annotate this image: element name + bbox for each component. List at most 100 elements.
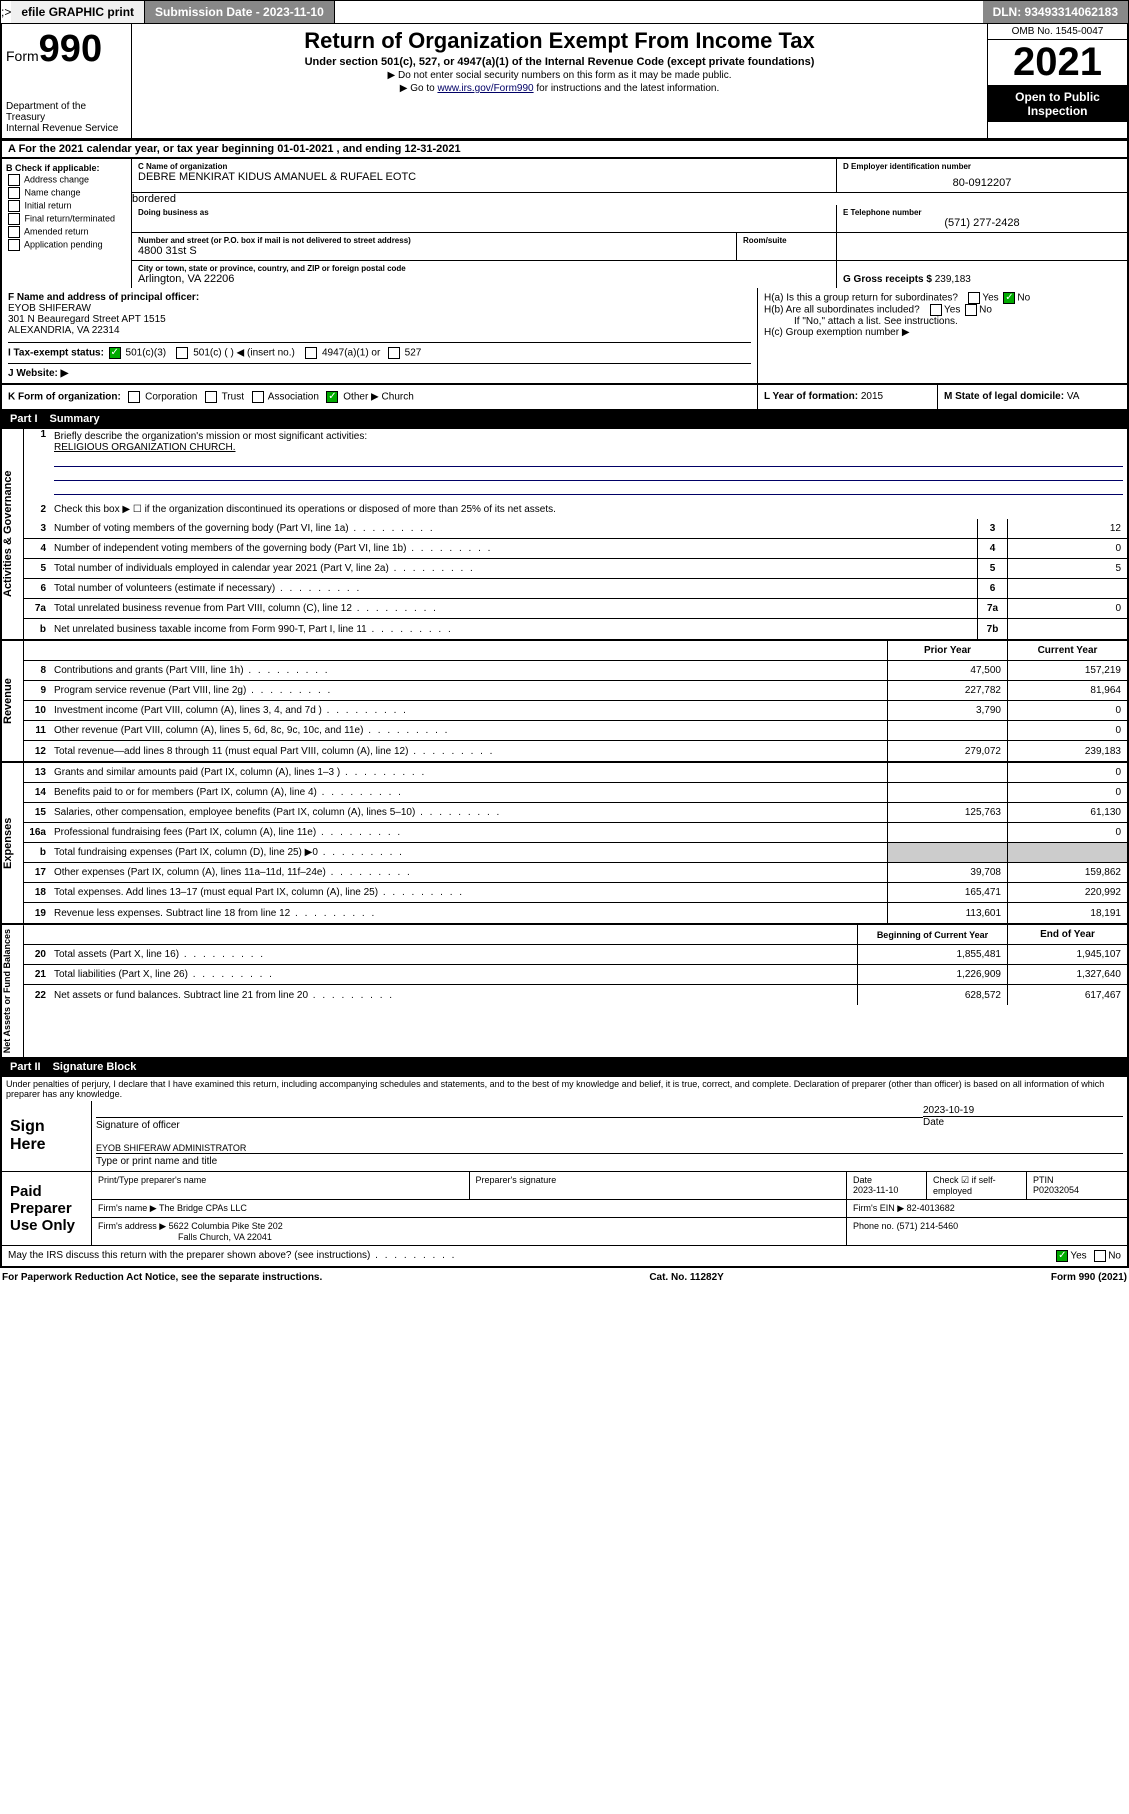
paid-preparer-label: Paid Preparer Use Only [2, 1172, 92, 1245]
street-value: 4800 31st S [138, 245, 730, 257]
rev-body: Revenue Prior Year Current Year 8 Contri… [0, 641, 1129, 763]
summary-row: 22 Net assets or fund balances. Subtract… [24, 985, 1127, 1005]
mission-text: RELIGIOUS ORGANIZATION CHURCH. [54, 442, 236, 453]
col-f-i-j: F Name and address of principal officer:… [2, 288, 757, 383]
officer-addr2: ALEXANDRIA, VA 22314 [8, 325, 751, 336]
ln-val-prior [887, 783, 1007, 802]
firm-addr-label: Firm's address ▶ [98, 1221, 166, 1231]
ln-num: 20 [24, 949, 50, 960]
ln-text: Total expenses. Add lines 13–17 (must eq… [50, 885, 887, 900]
m-domicile: M State of legal domicile: VA [937, 385, 1127, 409]
ha-no[interactable] [1003, 292, 1015, 304]
ln-val-current: 0 [1007, 701, 1127, 720]
ln-box: 7b [977, 619, 1007, 639]
header-center: Return of Organization Exempt From Incom… [132, 24, 987, 138]
chk-name-change[interactable]: Name change [6, 187, 127, 199]
form-label: Form [6, 48, 39, 64]
ln-text: Total number of volunteers (estimate if … [50, 581, 977, 596]
summary-row: 20 Total assets (Part X, line 16) 1,855,… [24, 945, 1127, 965]
ln-num: 8 [24, 665, 50, 676]
part2-header: Part II Signature Block [0, 1059, 1129, 1077]
ln-num: 6 [24, 583, 50, 594]
ptin-cell: PTINP02032054 [1027, 1172, 1127, 1199]
form-subtitle: Under section 501(c), 527, or 4947(a)(1)… [136, 56, 983, 68]
chk-trust[interactable] [205, 391, 217, 403]
hb-yes[interactable] [930, 304, 942, 316]
page-footer: For Paperwork Reduction Act Notice, see … [0, 1268, 1129, 1287]
hb-no[interactable] [965, 304, 977, 316]
chk-assoc[interactable] [252, 391, 264, 403]
discuss-no[interactable] [1094, 1250, 1106, 1262]
part2-title: Signature Block [53, 1061, 1119, 1073]
ln-box: 7a [977, 599, 1007, 618]
chk-address-change[interactable]: Address change [6, 174, 127, 186]
firm-addr-cell: Firm's address ▶ 5622 Columbia Pike Ste … [92, 1218, 847, 1245]
sig-officer-label: Signature of officer [96, 1120, 923, 1131]
hc-label: H(c) Group exemption number ▶ [764, 327, 1121, 338]
hdr-spacer [50, 649, 887, 653]
rev-content: Prior Year Current Year 8 Contributions … [24, 641, 1127, 761]
section-a: A For the 2021 calendar year, or tax yea… [0, 140, 1129, 159]
officer-addr1: 301 N Beauregard Street APT 1515 [8, 314, 751, 325]
ln-box: 4 [977, 539, 1007, 558]
l-year: L Year of formation: 2015 [757, 385, 937, 409]
gross-cell: G Gross receipts $ 239,183 [837, 261, 1127, 288]
summary-row: 8 Contributions and grants (Part VIII, l… [24, 661, 1127, 681]
ln-val-prior: 3,790 [887, 701, 1007, 720]
dba-label: Doing business as [138, 208, 830, 217]
submission-date-button[interactable]: Submission Date - 2023-11-10 [145, 1, 335, 23]
chk-527[interactable] [388, 347, 400, 359]
sig-date-value: 2023-10-19 [923, 1105, 1123, 1116]
irs-link[interactable]: www.irs.gov/Form990 [437, 83, 533, 94]
hb-row: H(b) Are all subordinates included? Yes … [764, 304, 1121, 316]
chk-4947[interactable] [305, 347, 317, 359]
ln-val [1007, 619, 1127, 639]
summary-row: 15 Salaries, other compensation, employe… [24, 803, 1127, 823]
suite-cell: Room/suite [737, 233, 837, 260]
begin-year-hdr: Beginning of Current Year [857, 925, 1007, 944]
irs-label: Internal Revenue Service [6, 123, 127, 134]
part1-num: Part I [10, 413, 50, 425]
summary-row: 16a Professional fundraising fees (Part … [24, 823, 1127, 843]
chk-final-return[interactable]: Final return/terminated [6, 213, 127, 225]
chk-501c3[interactable] [109, 347, 121, 359]
discuss-text: May the IRS discuss this return with the… [8, 1250, 456, 1262]
ln-text: Investment income (Part VIII, column (A)… [50, 703, 887, 718]
chk-application-pending[interactable]: Application pending [6, 239, 127, 251]
ptin-value: P02032054 [1033, 1185, 1079, 1195]
gross-value: 239,183 [935, 274, 971, 285]
mission-line [54, 483, 1123, 495]
phone-cell-cont [837, 233, 1127, 260]
gross-label: G Gross receipts $ [843, 274, 932, 285]
ha-yes[interactable] [968, 292, 980, 304]
dept-label: Department of the Treasury [6, 101, 127, 123]
city-cell: City or town, state or province, country… [132, 261, 837, 288]
preparer-table: Print/Type preparer's name Preparer's si… [92, 1172, 1127, 1245]
dln-label: DLN: 93493314062183 [983, 1, 1128, 23]
summary-row: 6 Total number of volunteers (estimate i… [24, 579, 1127, 599]
summary-row: 7a Total unrelated business revenue from… [24, 599, 1127, 619]
discuss-yes[interactable] [1056, 1250, 1068, 1262]
chk-501c[interactable] [176, 347, 188, 359]
ln-text: Total number of individuals employed in … [50, 561, 977, 576]
ln-text: Other revenue (Part VIII, column (A), li… [50, 723, 887, 738]
org-name-value: DEBRE MENKIRAT KIDUS AMANUEL & RUFAEL EO… [138, 171, 830, 183]
ln-val-prior: 279,072 [887, 741, 1007, 761]
self-emp-label: Check ☑ if self-employed [927, 1172, 1027, 1199]
ln-num: b [24, 847, 50, 858]
ln-num: 3 [24, 523, 50, 534]
ln-num: 14 [24, 787, 50, 798]
block-f-h-i-j: F Name and address of principal officer:… [0, 288, 1129, 385]
chk-corp[interactable] [128, 391, 140, 403]
end-year-hdr: End of Year [1007, 925, 1127, 944]
ln-val-current: 18,191 [1007, 903, 1127, 923]
opt-assoc: Association [268, 392, 319, 403]
chk-initial-return[interactable]: Initial return [6, 200, 127, 212]
chk-amended-return[interactable]: Amended return [6, 226, 127, 238]
top-toolbar: ;> efile GRAPHIC print Submission Date -… [0, 0, 1129, 24]
gov-content: 1 Briefly describe the organization's mi… [24, 429, 1127, 639]
efile-button[interactable]: efile GRAPHIC print [11, 1, 145, 23]
ln-val-prior: 628,572 [857, 985, 1007, 1005]
chk-other[interactable] [326, 391, 338, 403]
ein-value: 80-0912207 [843, 171, 1121, 189]
